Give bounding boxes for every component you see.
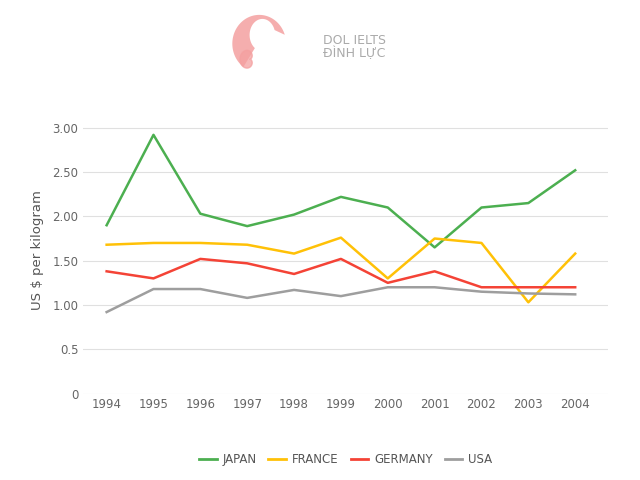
- Y-axis label: US $ per kilogram: US $ per kilogram: [31, 190, 44, 310]
- Text: DOL IELTS: DOL IELTS: [323, 34, 386, 48]
- Polygon shape: [240, 50, 252, 68]
- PathPatch shape: [232, 15, 285, 67]
- Text: ĐÌNH LỰC: ĐÌNH LỰC: [323, 47, 385, 60]
- Legend: JAPAN, FRANCE, GERMANY, USA: JAPAN, FRANCE, GERMANY, USA: [194, 448, 497, 471]
